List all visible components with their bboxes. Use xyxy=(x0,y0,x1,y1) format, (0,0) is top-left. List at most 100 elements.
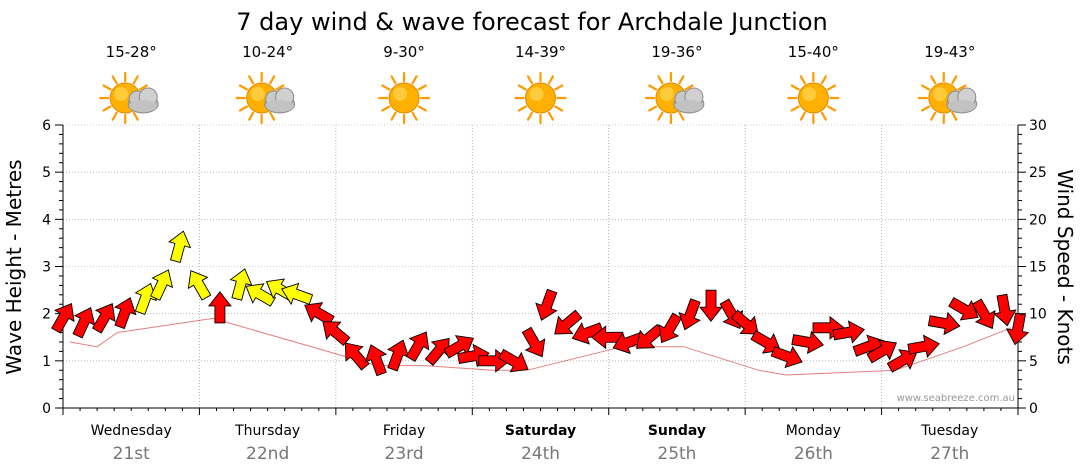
sun-ray xyxy=(111,75,118,85)
sun-ray xyxy=(526,75,534,85)
y-right-tick-label: 25 xyxy=(1029,165,1047,181)
sun-ray xyxy=(417,84,427,91)
wind-arrow xyxy=(993,293,1017,327)
sun-ray xyxy=(248,111,255,121)
wind-arrow xyxy=(207,291,232,324)
wind-arrow xyxy=(730,309,759,335)
y-right-tick-label: 0 xyxy=(1029,401,1038,417)
sun-ray xyxy=(132,75,139,85)
axes: 0 1 2 3 4 5 6 0 5 10 15 20 25 30 Wednesday 21st Thursday… xyxy=(42,118,1047,464)
wind-arrow xyxy=(304,302,335,326)
wind-arrow xyxy=(791,330,824,355)
sun-ray xyxy=(790,105,800,112)
temperature-range: 9-30° xyxy=(383,43,425,61)
sun-highlight xyxy=(114,87,129,101)
wind-arrow xyxy=(832,320,865,344)
cloud-icon xyxy=(673,87,705,114)
sun-ray xyxy=(248,75,255,85)
wind-arrow xyxy=(658,312,683,344)
wind-arrow xyxy=(114,297,137,330)
y-left-tick-label: 2 xyxy=(42,307,51,323)
wind-arrow xyxy=(554,309,583,335)
cloud-part xyxy=(265,100,294,112)
sun-ray xyxy=(547,111,555,121)
sun-highlight xyxy=(529,87,544,101)
sun-ray xyxy=(517,105,527,112)
sunny-icon xyxy=(514,71,567,125)
day-name-label: Monday xyxy=(786,423,841,439)
sun-ray xyxy=(381,84,391,91)
wind-arrow xyxy=(886,349,918,373)
sun-ray xyxy=(930,75,937,85)
sun-ray xyxy=(826,105,837,112)
y-right-tick-label: 5 xyxy=(1029,354,1038,370)
sun-ray xyxy=(269,75,276,85)
day-name-label: Thursday xyxy=(234,423,300,439)
y-right-tick-label: 15 xyxy=(1029,260,1047,276)
temperature-range: 14-39° xyxy=(515,43,566,61)
day-name-label: Wednesday xyxy=(91,423,172,439)
sun-highlight xyxy=(659,87,674,101)
sun-ray xyxy=(554,84,564,91)
day-date-label: 22nd xyxy=(246,444,289,464)
sun-highlight xyxy=(250,87,265,101)
sun-ray xyxy=(275,84,285,91)
wind-arrow xyxy=(150,269,174,301)
sunny-icon xyxy=(377,71,431,125)
sun-ray xyxy=(517,84,527,91)
day-date-label: 27th xyxy=(930,444,969,464)
partly-cloudy-icon xyxy=(99,71,159,125)
sun-ray xyxy=(921,105,931,112)
wind-arrow xyxy=(678,298,701,331)
y-left-tick-label: 1 xyxy=(42,354,51,370)
wind-arrow xyxy=(907,334,940,359)
cloud-icon xyxy=(264,87,296,114)
wind-arrow xyxy=(134,282,157,315)
wind-arrow xyxy=(948,296,979,321)
wind-arrow xyxy=(497,348,529,373)
sun-highlight xyxy=(932,87,947,101)
sun-ray xyxy=(799,111,806,121)
y-axis-label-left: Wave Height - Metres xyxy=(2,159,26,374)
sun-ray xyxy=(526,111,534,121)
sun-ray xyxy=(648,105,658,112)
wind-arrow xyxy=(770,345,803,369)
sun-ray xyxy=(820,111,827,121)
credit-text: www.seabreeze.com.au xyxy=(897,393,1015,404)
sun-ray xyxy=(648,84,658,91)
wave-series xyxy=(69,317,1012,376)
sun-ray xyxy=(826,84,837,91)
temperature-range: 19-36° xyxy=(651,43,702,61)
y-right-tick-label: 10 xyxy=(1029,307,1047,323)
cloud-icon xyxy=(946,87,978,114)
y-axis-label-right: Wind Speed - Knots xyxy=(1053,169,1077,365)
wind-arrow xyxy=(229,268,253,301)
wave-height-line xyxy=(69,317,1012,376)
wind-arrow xyxy=(971,298,996,330)
sun-ray xyxy=(411,75,418,85)
wind-arrow xyxy=(344,342,370,371)
sun-ray xyxy=(678,111,685,121)
wind-arrow xyxy=(168,230,192,263)
sun-ray xyxy=(390,75,397,85)
y-left-tick-label: 0 xyxy=(42,401,51,417)
day-name-label: Tuesday xyxy=(920,423,978,439)
sun-ray xyxy=(111,111,118,121)
cloud-icon xyxy=(127,87,159,114)
y-right-tick-label: 30 xyxy=(1029,118,1047,134)
wind-series xyxy=(51,230,1030,377)
sun-ray xyxy=(390,111,397,121)
y-right-tick-label: 20 xyxy=(1029,212,1047,228)
sun-ray xyxy=(657,111,664,121)
partly-cloudy-icon xyxy=(644,71,705,125)
cloud-part xyxy=(674,100,703,112)
y-left-tick-label: 4 xyxy=(42,212,51,228)
y-left-tick-label: 3 xyxy=(42,260,51,276)
wind-arrow xyxy=(364,344,388,377)
wind-arrow xyxy=(699,289,723,322)
sun-ray xyxy=(799,75,806,85)
temperature-range: 10-24° xyxy=(242,43,293,61)
wind-arrow xyxy=(405,331,430,362)
sun-ray xyxy=(684,84,694,91)
wind-arrow xyxy=(927,311,961,336)
